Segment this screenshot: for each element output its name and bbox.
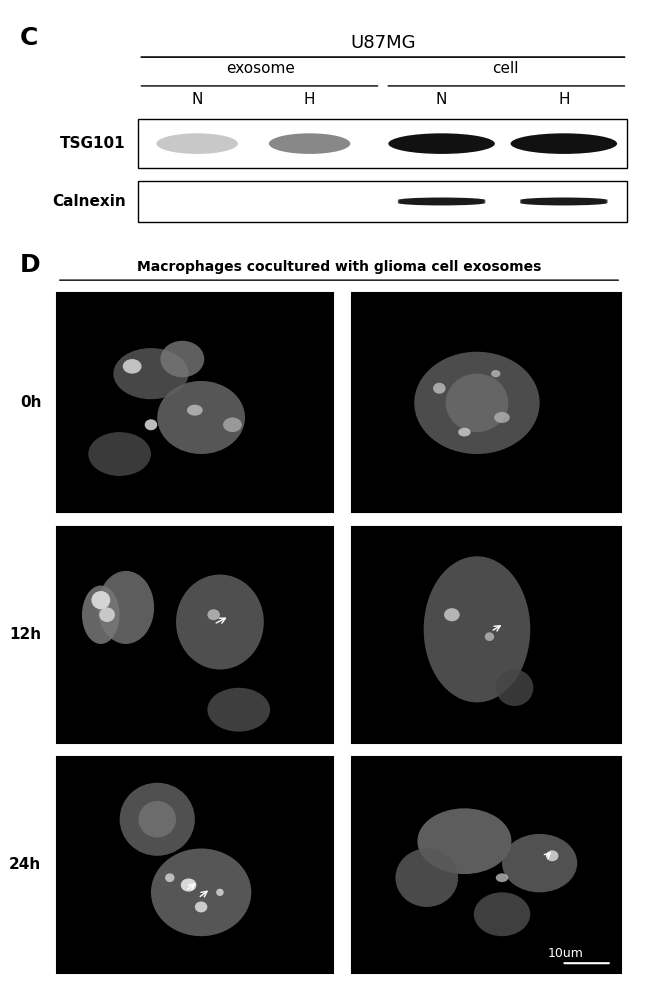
Ellipse shape [176,575,264,670]
Text: H: H [304,92,315,107]
Ellipse shape [520,198,608,203]
Text: 10um: 10um [548,947,584,960]
Bar [138,181,628,222]
Ellipse shape [458,428,471,436]
Ellipse shape [520,198,608,204]
Ellipse shape [485,632,494,641]
Text: D: D [20,253,40,277]
Ellipse shape [398,200,485,205]
Text: cell: cell [492,61,518,76]
Ellipse shape [496,873,508,882]
Ellipse shape [98,571,154,644]
Ellipse shape [151,849,251,936]
Text: TSG101: TSG101 [60,136,126,151]
Ellipse shape [181,878,197,892]
Ellipse shape [414,352,539,454]
Ellipse shape [444,608,460,621]
Ellipse shape [216,889,224,896]
Text: N: N [436,92,447,107]
Ellipse shape [546,850,558,861]
Bar [57,527,333,743]
Bar [138,119,628,168]
Ellipse shape [114,348,189,399]
Ellipse shape [91,591,110,609]
Ellipse shape [511,133,617,154]
Text: 12h: 12h [9,627,41,642]
Ellipse shape [99,607,115,622]
Ellipse shape [424,556,530,702]
Ellipse shape [474,892,530,936]
Ellipse shape [161,341,204,377]
Ellipse shape [398,199,485,205]
Ellipse shape [494,412,510,423]
Ellipse shape [208,609,220,620]
Bar [57,293,333,512]
Text: U87MG: U87MG [350,34,416,52]
Ellipse shape [145,419,157,430]
Ellipse shape [223,417,242,432]
Ellipse shape [433,383,445,394]
Ellipse shape [491,370,500,377]
Bar [57,757,333,973]
Text: exosome: exosome [226,61,295,76]
Ellipse shape [138,801,176,838]
Ellipse shape [269,133,350,154]
Text: H: H [558,92,569,107]
Ellipse shape [417,808,511,874]
Ellipse shape [88,432,151,476]
Bar [351,293,621,512]
Ellipse shape [187,405,202,416]
Ellipse shape [82,586,119,644]
Ellipse shape [520,199,608,205]
Text: N: N [191,92,203,107]
Ellipse shape [195,901,208,912]
Ellipse shape [389,133,495,154]
Ellipse shape [520,200,608,205]
Ellipse shape [157,381,245,454]
Ellipse shape [208,688,270,732]
Text: 24h: 24h [9,857,41,872]
Ellipse shape [496,670,534,706]
Ellipse shape [398,198,485,203]
Text: 0h: 0h [20,395,41,410]
Text: Calnexin: Calnexin [52,194,126,209]
Ellipse shape [502,834,577,892]
Ellipse shape [156,133,238,154]
Bar [351,757,621,973]
Ellipse shape [396,849,458,907]
Ellipse shape [123,359,142,374]
Ellipse shape [398,198,485,204]
Ellipse shape [445,374,508,432]
Bar [351,527,621,743]
Text: C: C [20,26,38,50]
Ellipse shape [119,783,195,856]
Ellipse shape [165,873,174,882]
Text: Macrophages cocultured with glioma cell exosomes: Macrophages cocultured with glioma cell … [137,260,541,274]
